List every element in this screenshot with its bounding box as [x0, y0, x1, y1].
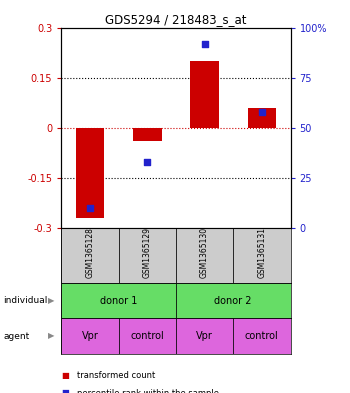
Bar	[119, 318, 176, 354]
Text: percentile rank within the sample: percentile rank within the sample	[77, 389, 219, 393]
Text: agent: agent	[4, 332, 30, 340]
Bar	[76, 128, 104, 218]
Text: transformed count: transformed count	[77, 371, 155, 380]
Bar	[190, 61, 219, 128]
Bar	[233, 228, 290, 283]
Point	[202, 40, 207, 47]
Bar	[61, 318, 119, 354]
Text: ▶: ▶	[48, 332, 54, 340]
Bar	[176, 283, 290, 318]
Text: GSM1365128: GSM1365128	[85, 227, 94, 278]
Text: ▶: ▶	[48, 296, 54, 305]
Bar	[133, 128, 162, 141]
Bar	[247, 108, 276, 128]
Text: Vpr: Vpr	[196, 331, 213, 341]
Text: control: control	[130, 331, 164, 341]
Text: donor 2: donor 2	[215, 296, 252, 306]
Text: ■: ■	[61, 389, 69, 393]
Text: GSM1365131: GSM1365131	[257, 227, 266, 278]
Text: Vpr: Vpr	[82, 331, 98, 341]
Text: ■: ■	[61, 371, 69, 380]
Bar	[176, 318, 233, 354]
Bar	[61, 228, 119, 283]
Text: GSM1365130: GSM1365130	[200, 227, 209, 278]
Bar	[233, 318, 290, 354]
Bar	[61, 283, 176, 318]
Text: control: control	[245, 331, 279, 341]
Point	[259, 108, 265, 115]
Point	[145, 159, 150, 165]
Bar	[119, 228, 176, 283]
Title: GDS5294 / 218483_s_at: GDS5294 / 218483_s_at	[105, 13, 247, 26]
Bar	[176, 228, 233, 283]
Text: individual: individual	[4, 296, 48, 305]
Text: donor 1: donor 1	[100, 296, 137, 306]
Text: GSM1365129: GSM1365129	[143, 227, 152, 278]
Point	[87, 205, 93, 211]
